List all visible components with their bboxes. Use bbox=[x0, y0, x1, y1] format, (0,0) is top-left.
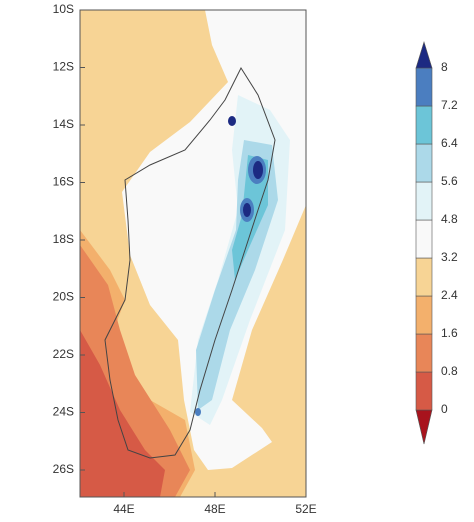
colorbar-over bbox=[415, 40, 433, 69]
colorbar-segment bbox=[415, 181, 433, 221]
field-navy bbox=[228, 116, 236, 126]
colorbar-segment bbox=[415, 105, 433, 145]
lat-tick-label: 26S bbox=[53, 462, 74, 476]
colorbar-segment bbox=[415, 333, 433, 373]
colorbar-label: 6.4 bbox=[441, 136, 458, 150]
colorbar-label: 5.6 bbox=[441, 174, 458, 188]
colorbar-segment bbox=[415, 371, 433, 411]
colorbar-label: 0 bbox=[441, 402, 448, 416]
lat-tick-label: 18S bbox=[53, 232, 74, 246]
map-frame bbox=[79, 9, 307, 498]
colorbar-label: 0.8 bbox=[441, 364, 458, 378]
colorbar-label: 2.4 bbox=[441, 288, 458, 302]
colorbar-segment bbox=[415, 143, 433, 183]
axes: 10S 12S 14S 16S 18S 20S 22S 24S 26S 44E 48E 52E bbox=[53, 2, 317, 516]
field bbox=[80, 10, 306, 497]
field-navy bbox=[243, 203, 251, 217]
lat-tick-label: 16S bbox=[53, 175, 74, 189]
coastline bbox=[104, 66, 276, 459]
colorbar-segment bbox=[415, 219, 433, 259]
colorbar: 0 0.8 1.6 2.4 3.2 4.8 5.6 6.4 7.2 8 bbox=[415, 40, 458, 445]
lat-tick-label: 20S bbox=[53, 290, 74, 304]
colorbar-label: 8 bbox=[441, 60, 448, 74]
lon-tick-label: 52E bbox=[295, 502, 316, 516]
colorbar-under bbox=[415, 409, 433, 445]
lon-tick-label: 48E bbox=[204, 502, 225, 516]
lat-tick-label: 22S bbox=[53, 347, 74, 361]
colorbar-label: 7.2 bbox=[441, 98, 458, 112]
lat-tick-label: 12S bbox=[53, 60, 74, 74]
lon-tick-label: 44E bbox=[113, 502, 134, 516]
lat-tick-label: 14S bbox=[53, 117, 74, 131]
field-dark-blue bbox=[195, 408, 201, 416]
colorbar-label: 4.8 bbox=[441, 212, 458, 226]
colorbar-segment bbox=[415, 257, 433, 297]
colorbar-segment bbox=[415, 295, 433, 335]
lat-tick-label: 10S bbox=[53, 2, 74, 16]
colorbar-segment bbox=[415, 67, 433, 107]
colorbar-label: 1.6 bbox=[441, 326, 458, 340]
lat-tick-label: 24S bbox=[53, 405, 74, 419]
colorbar-label: 3.2 bbox=[441, 250, 458, 264]
field-navy bbox=[253, 161, 263, 179]
